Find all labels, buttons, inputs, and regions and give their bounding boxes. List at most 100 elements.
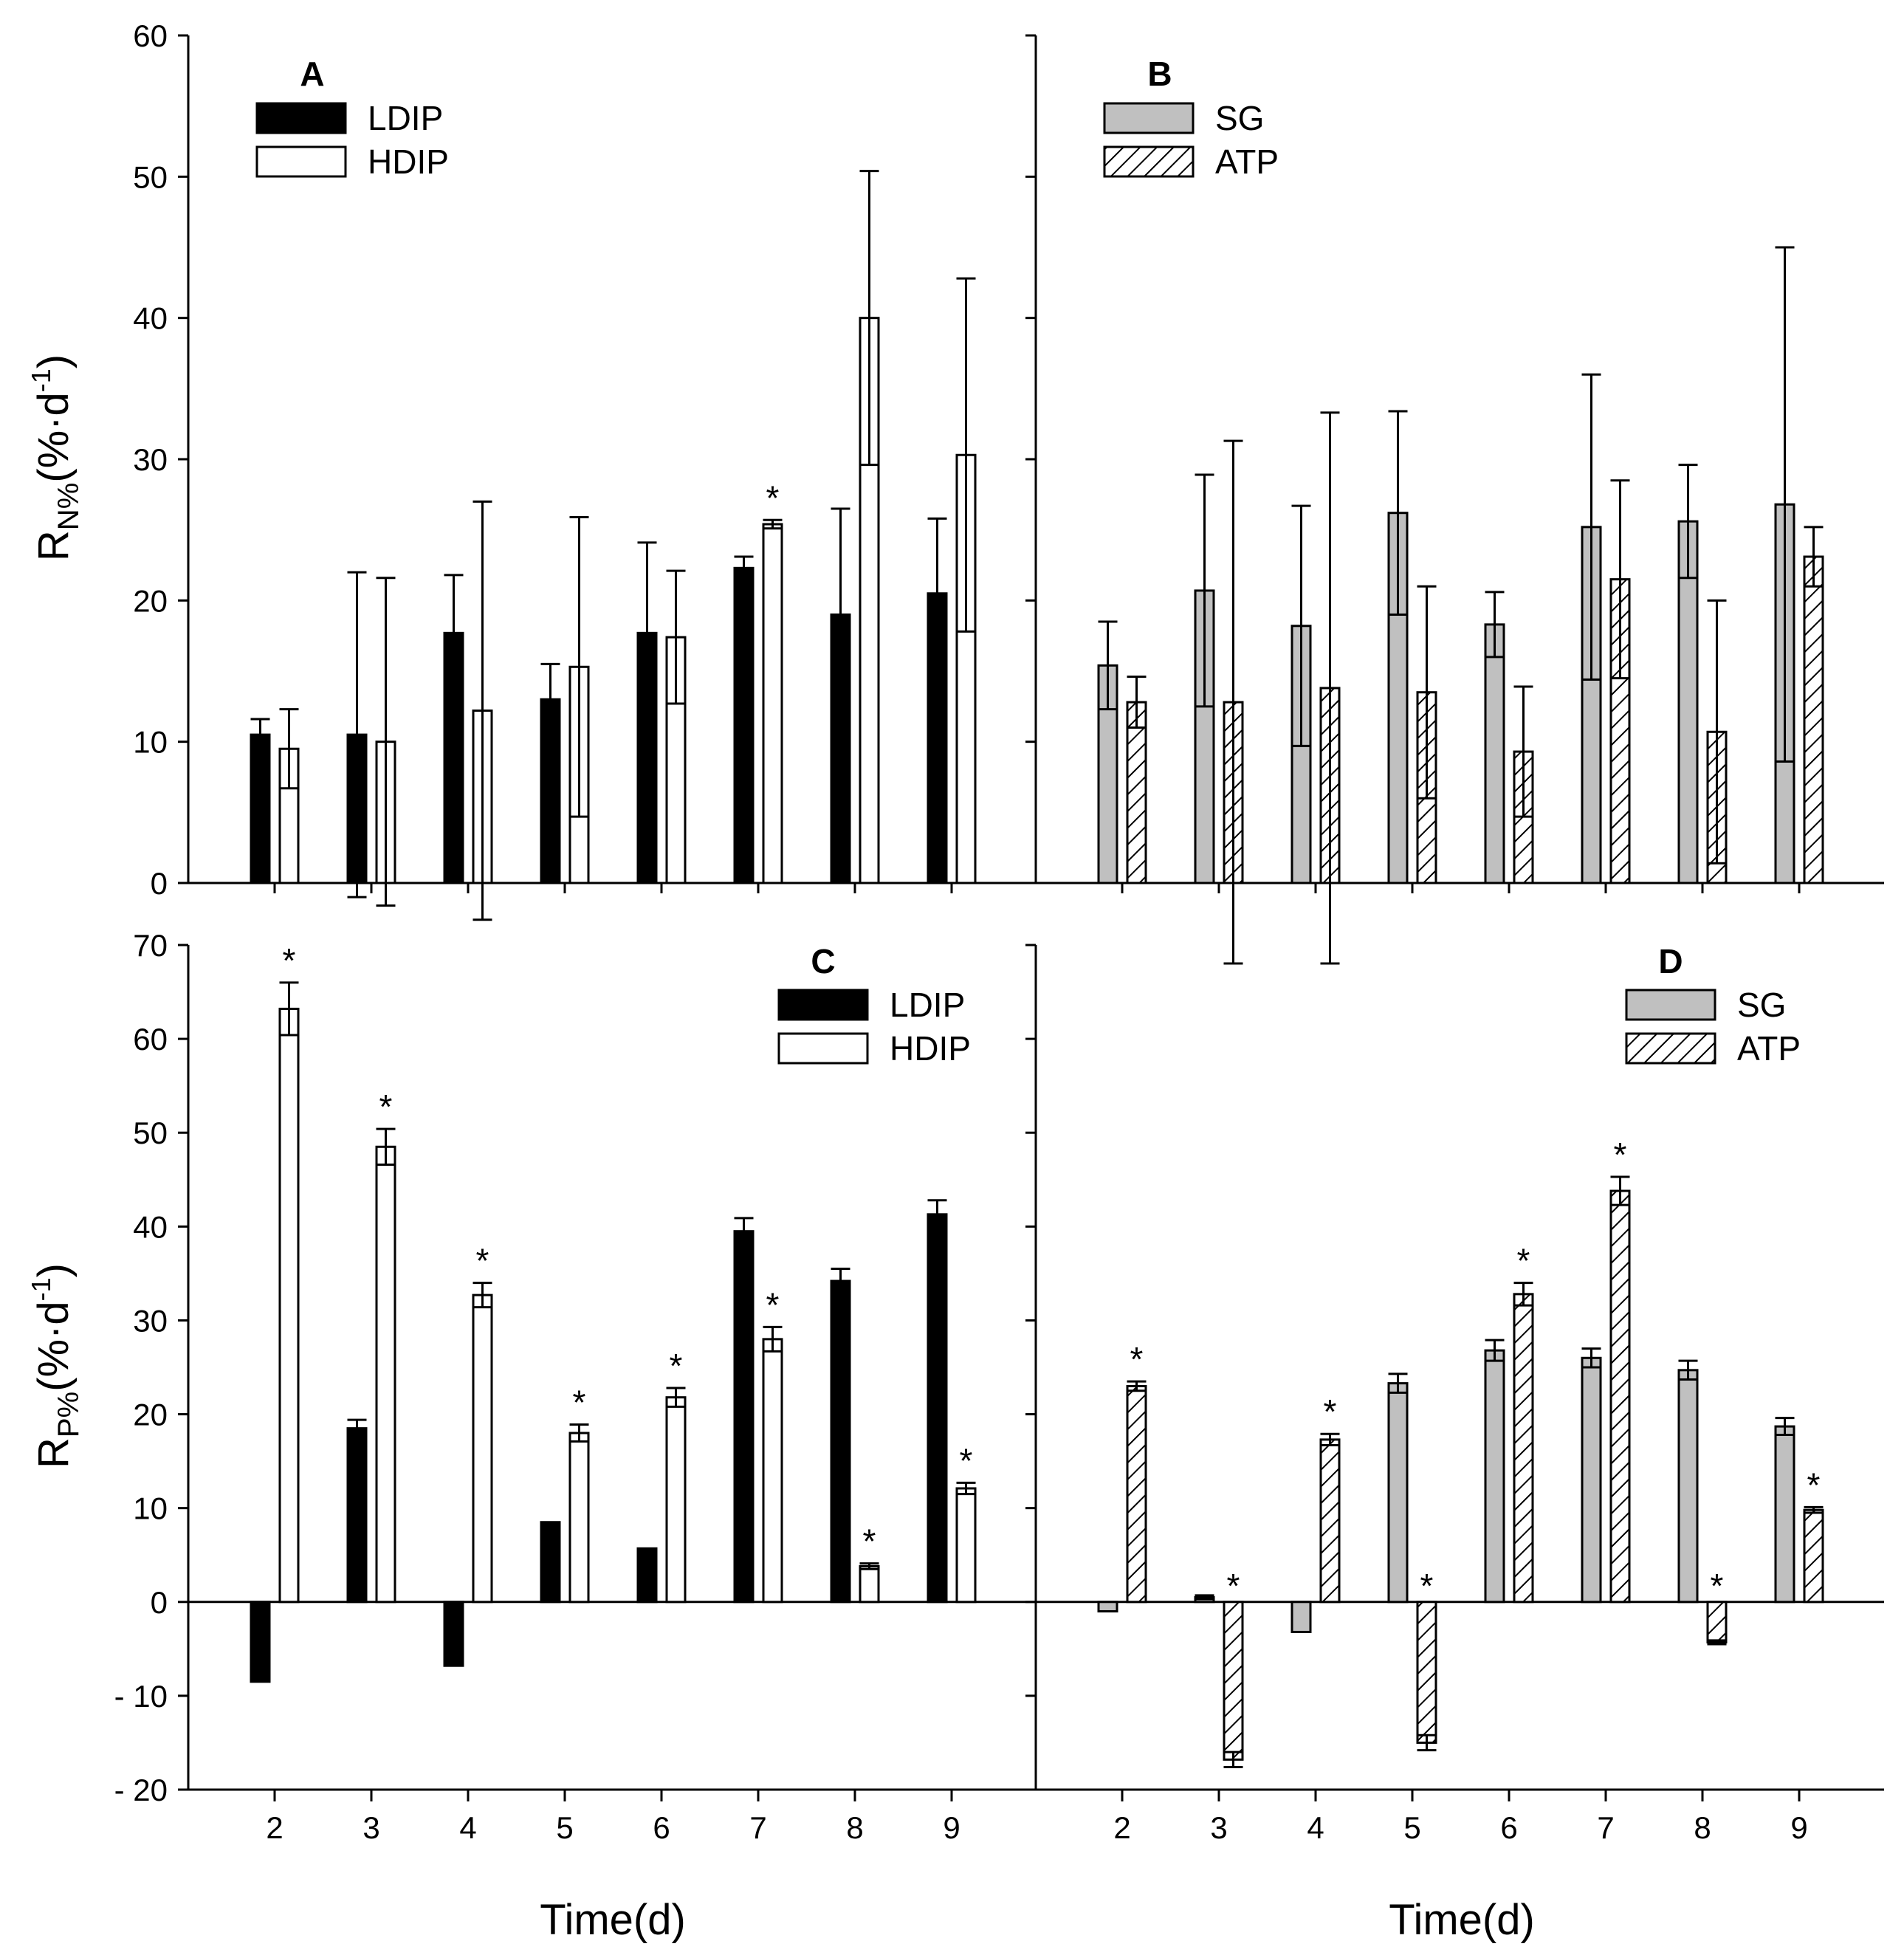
bar-atp-8 — [1706, 1601, 1728, 1643]
x-tick-labels: 2 3 4 5 6 7 8 9 2 3 4 5 6 7 8 9 — [266, 1810, 1807, 1845]
x-tick-label: 6 — [1500, 1810, 1517, 1845]
panel-b: B SG ATP — [1097, 55, 1824, 965]
significance-star: * — [766, 1285, 780, 1324]
bar-ldip-9 — [927, 1213, 948, 1604]
x-tick-label: 9 — [943, 1810, 960, 1845]
panel-label: B — [1147, 55, 1172, 93]
legend-label-ldip: LDIP — [368, 99, 443, 137]
significance-star: * — [476, 1242, 489, 1280]
panel-d: * * * * * * * * D SG ATP — [1097, 942, 1824, 1768]
x-tick-label: 7 — [749, 1810, 766, 1845]
significance-star: * — [1807, 1466, 1821, 1504]
bar-sg-7 — [1581, 1356, 1602, 1604]
legend-label-sg: SG — [1737, 986, 1786, 1024]
bar-ldip-2 — [250, 1601, 271, 1683]
x-tick-label: 6 — [653, 1810, 670, 1845]
bar-ldip-4 — [443, 1601, 464, 1667]
bar-hdip-2 — [278, 1007, 300, 1604]
bar-sg-2 — [1097, 664, 1118, 884]
x-tick-label: 2 — [266, 1810, 283, 1845]
bar-atp-9 — [1803, 555, 1824, 884]
top-y-axis-title: RN%(%·d-1) — [26, 354, 85, 561]
bar-atp-2 — [1126, 701, 1147, 884]
bottom-y-tick-label: 10 — [133, 1491, 168, 1526]
top-y-tick-label: 40 — [133, 301, 168, 336]
significance-star: * — [573, 1384, 586, 1422]
top-y-tick-label: 30 — [133, 442, 168, 477]
x-tick-label: 4 — [459, 1810, 476, 1845]
panel-a: * A LDIP HDIP — [250, 55, 977, 921]
significance-star: * — [1614, 1135, 1627, 1174]
legend-label-atp: ATP — [1215, 142, 1279, 181]
x-tick-label: 8 — [1694, 1810, 1711, 1845]
x-tick-label: 5 — [556, 1810, 573, 1845]
axes-frame — [178, 34, 1884, 1801]
x-tick-label: 3 — [362, 1810, 379, 1845]
x-tick-label: 5 — [1403, 1810, 1420, 1845]
significance-star: * — [1227, 1567, 1240, 1605]
bar-ldip-2 — [250, 733, 271, 884]
bar-sg-4 — [1290, 1601, 1312, 1633]
top-y-tick-label: 0 — [151, 866, 168, 901]
top-y-tick-label: 20 — [133, 583, 168, 618]
bar-ldip-8 — [830, 1279, 851, 1604]
bottom-y-tick-label: 0 — [151, 1585, 168, 1620]
legend-swatch-ldip — [777, 989, 869, 1021]
bottom-y-tick-label: 30 — [133, 1303, 168, 1338]
bar-hdip-9 — [955, 1487, 977, 1604]
significance-star: * — [1130, 1340, 1144, 1378]
panel-label: C — [811, 942, 835, 980]
bottom-y-tick-labels: - 20 - 10 0 10 20 30 40 50 60 70 — [114, 928, 168, 1807]
legend-swatch-hdip — [777, 1032, 869, 1065]
x-tick-label: 2 — [1113, 1810, 1130, 1845]
bar-hdip-5 — [568, 1432, 590, 1604]
top-y-title-close: ) — [30, 354, 78, 368]
top-y-tick-label: 10 — [133, 725, 168, 760]
legend-swatch-hdip — [255, 145, 347, 178]
bar-sg-5 — [1387, 1382, 1409, 1604]
bar-sg-8 — [1677, 1369, 1699, 1604]
top-y-tick-label: 50 — [133, 159, 168, 194]
bottom-y-title-unit: (%·d — [30, 1301, 78, 1391]
panel-label: D — [1658, 942, 1683, 980]
bottom-y-tick-label: 20 — [133, 1398, 168, 1432]
bottom-y-tick-label: - 20 — [114, 1773, 168, 1807]
bar-atp-4 — [1319, 1438, 1341, 1604]
significance-star: * — [863, 1522, 876, 1561]
bar-hdip-4 — [472, 1293, 493, 1604]
bar-ldip-5 — [540, 1521, 561, 1604]
top-y-tick-label: 60 — [133, 18, 168, 53]
bottom-y-title-close: ) — [30, 1263, 78, 1277]
significance-star: * — [1324, 1392, 1337, 1431]
top-y-title-main: R — [30, 530, 78, 561]
bar-atp-2 — [1126, 1384, 1147, 1604]
bar-hdip-7 — [762, 1338, 783, 1604]
x-tick-label: 3 — [1210, 1810, 1227, 1845]
x-tick-label: 9 — [1790, 1810, 1807, 1845]
legend-label-atp: ATP — [1737, 1029, 1801, 1068]
bar-sg-9 — [1774, 1425, 1795, 1604]
significance-star: * — [960, 1441, 973, 1480]
bottom-y-tick-label: 70 — [133, 928, 168, 963]
legend-label-hdip: HDIP — [890, 1029, 971, 1068]
significance-star: * — [379, 1088, 393, 1126]
bar-sg-5 — [1387, 512, 1409, 884]
bottom-y-tick-label: 40 — [133, 1209, 168, 1244]
x-tick-label: 7 — [1597, 1810, 1614, 1845]
top-y-title-sub: N% — [52, 483, 85, 530]
legend-swatch-atp — [1103, 145, 1195, 178]
bar-sg-6 — [1484, 1349, 1505, 1604]
bar-ldip-6 — [636, 1547, 658, 1604]
bar-atp-3 — [1223, 1601, 1244, 1761]
significance-star: * — [1517, 1242, 1530, 1280]
bottom-y-title-sup: -1 — [26, 1277, 56, 1301]
legend-swatch-ldip — [255, 102, 347, 134]
bar-sg-6 — [1484, 623, 1505, 884]
legend-label-sg: SG — [1215, 99, 1264, 137]
bar-hdip-3 — [375, 1145, 396, 1604]
legend-swatch-atp — [1625, 1032, 1716, 1065]
bottom-y-tick-label: 50 — [133, 1116, 168, 1150]
x-tick-label: 4 — [1307, 1810, 1324, 1845]
bar-hdip-6 — [665, 1396, 687, 1604]
legend-swatch-sg — [1625, 989, 1716, 1021]
